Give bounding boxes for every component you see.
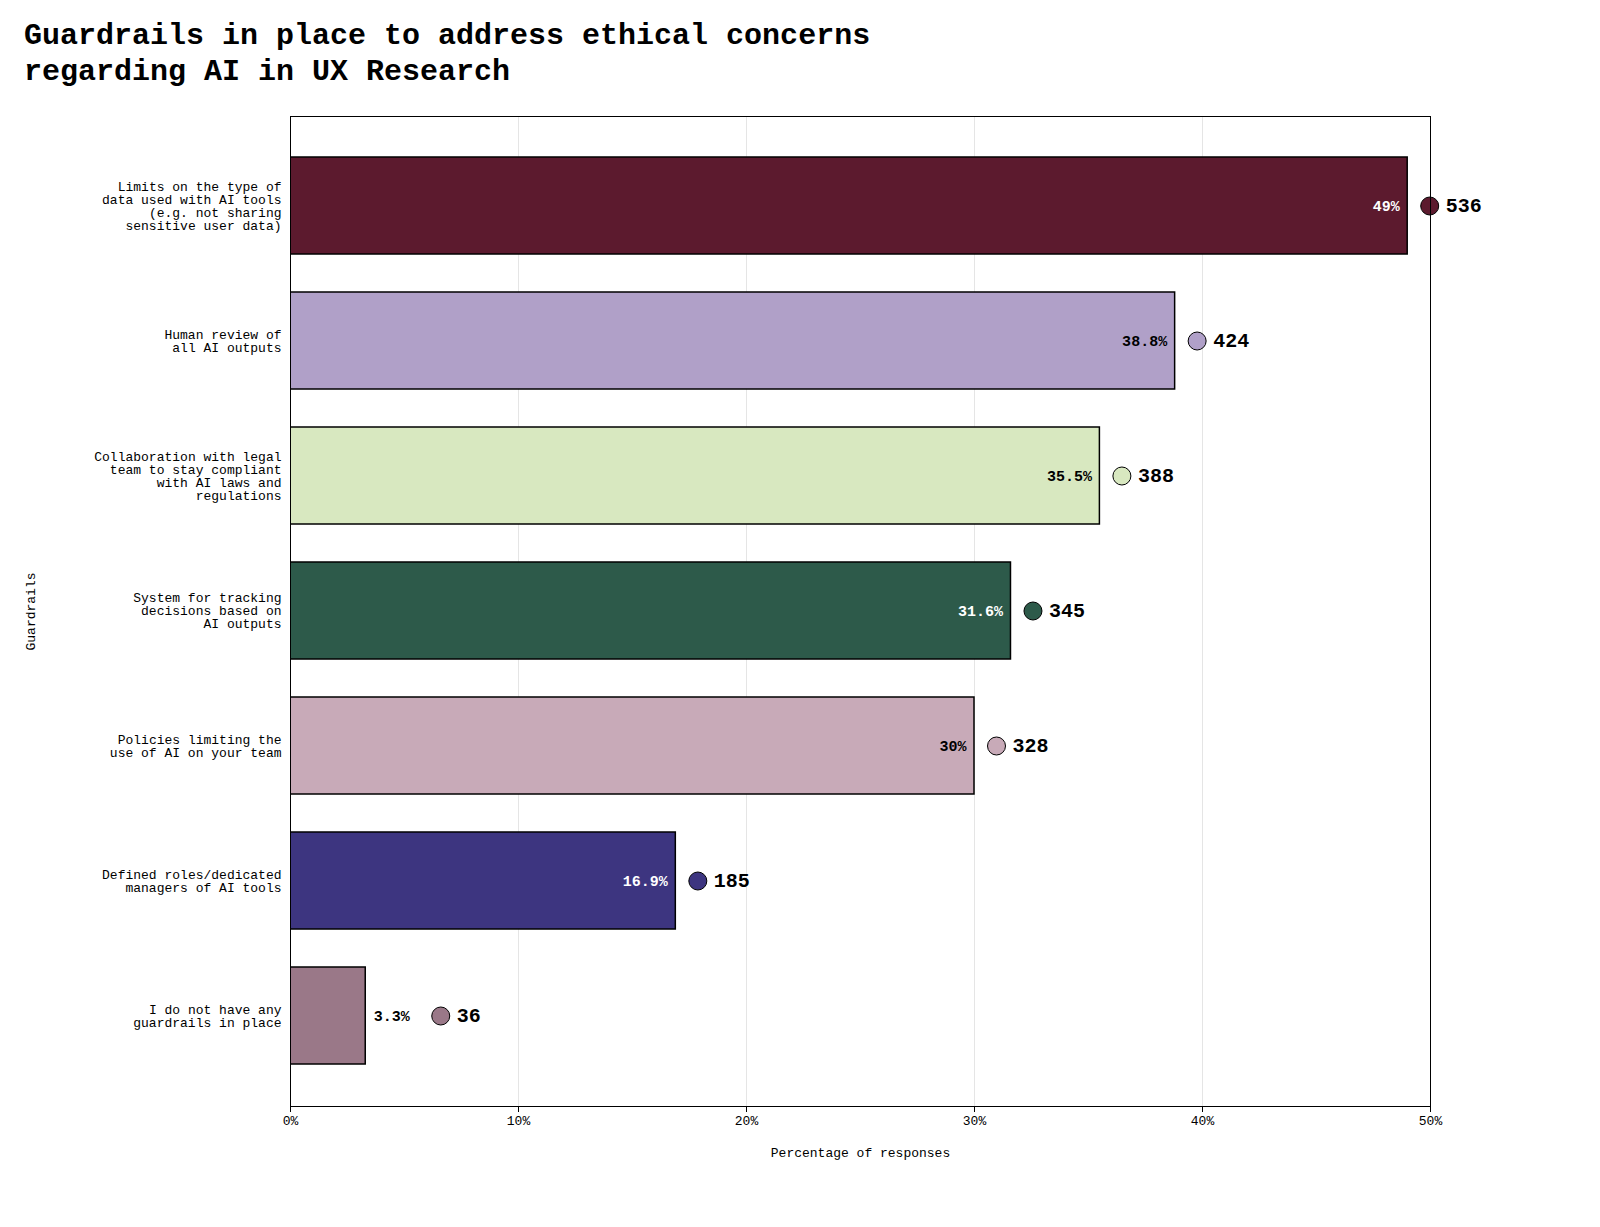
svg-text:Policies limiting theuse of AI: Policies limiting theuse of AI on your t… xyxy=(110,733,282,761)
svg-text:328: 328 xyxy=(1013,735,1049,758)
svg-text:Guardrails: Guardrails xyxy=(24,572,39,650)
svg-text:Defined roles/dedicatedmanager: Defined roles/dedicatedmanagers of AI to… xyxy=(102,868,281,896)
svg-text:185: 185 xyxy=(714,870,750,893)
svg-text:Percentage of responses: Percentage of responses xyxy=(771,1146,950,1161)
svg-text:424: 424 xyxy=(1213,330,1249,353)
svg-text:System for trackingdecisions b: System for trackingdecisions based onAI … xyxy=(133,591,281,632)
svg-text:Collaboration with legalteam t: Collaboration with legalteam to stay com… xyxy=(94,450,281,504)
svg-text:Limits on the type ofdata used: Limits on the type ofdata used with AI t… xyxy=(102,180,281,234)
svg-text:36: 36 xyxy=(457,1005,481,1028)
svg-text:49%: 49% xyxy=(1373,199,1401,216)
svg-text:0%: 0% xyxy=(283,1114,299,1129)
svg-text:388: 388 xyxy=(1138,465,1174,488)
svg-text:50%: 50% xyxy=(1419,1114,1443,1129)
svg-text:Human review ofall AI outputs: Human review ofall AI outputs xyxy=(164,328,281,356)
svg-text:30%: 30% xyxy=(939,739,967,756)
svg-text:16.9%: 16.9% xyxy=(623,874,669,891)
svg-text:536: 536 xyxy=(1446,195,1482,218)
svg-text:38.8%: 38.8% xyxy=(1122,334,1168,351)
svg-text:3.3%: 3.3% xyxy=(374,1009,411,1026)
svg-text:31.6%: 31.6% xyxy=(958,604,1004,621)
svg-text:I do not have anyguardrails in: I do not have anyguardrails in place xyxy=(133,1003,281,1031)
svg-text:20%: 20% xyxy=(735,1114,759,1129)
svg-text:30%: 30% xyxy=(963,1114,987,1129)
svg-text:345: 345 xyxy=(1049,600,1085,623)
svg-text:35.5%: 35.5% xyxy=(1047,469,1093,486)
html-text:Guardrails in place to address: Guardrails in place to address ethical c… xyxy=(24,19,871,89)
svg-text:10%: 10% xyxy=(507,1114,531,1129)
svg-text:40%: 40% xyxy=(1191,1114,1215,1129)
